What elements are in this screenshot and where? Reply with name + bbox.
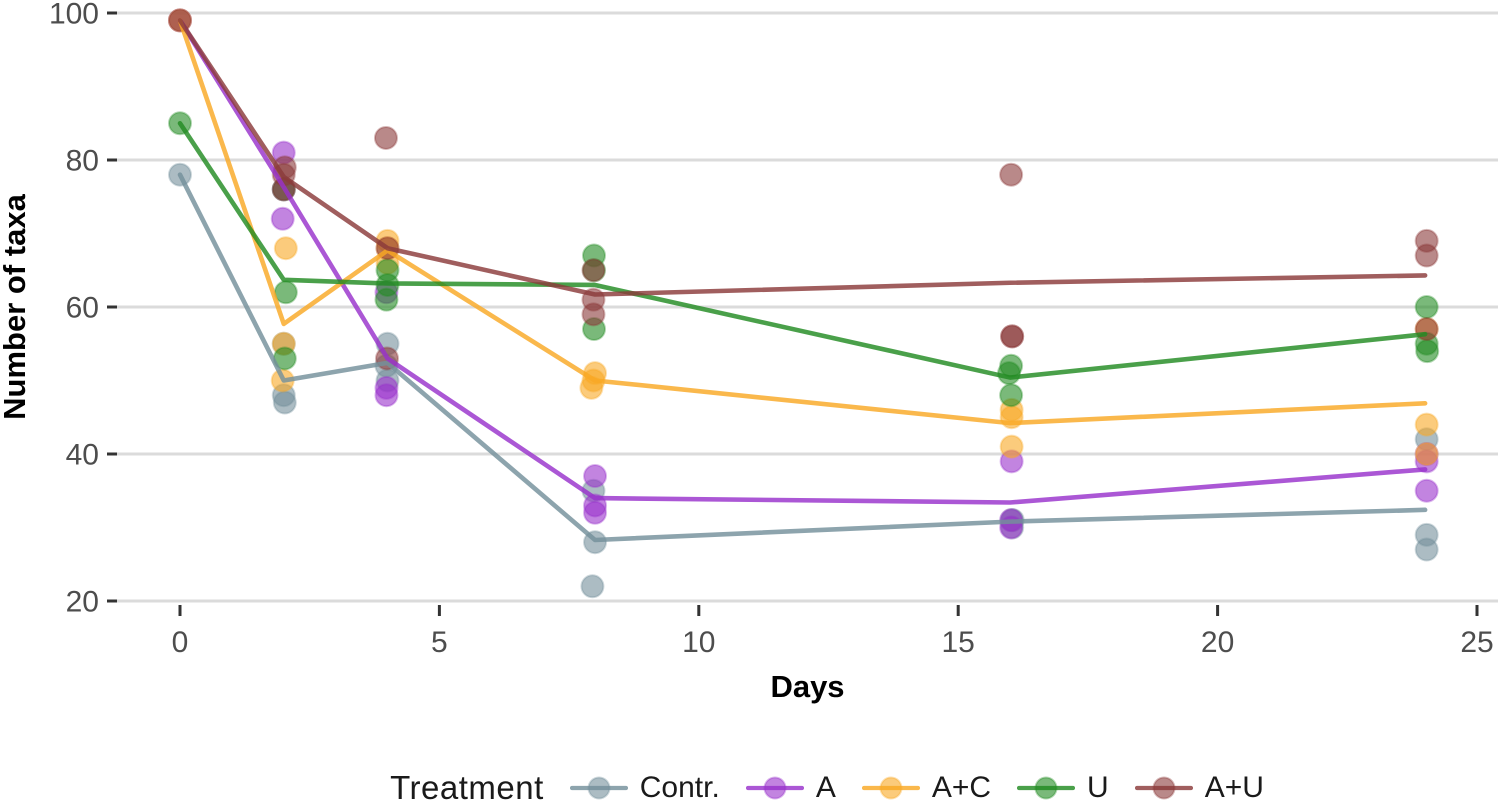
legend-key-icon <box>569 776 628 800</box>
legend-item-contr-: Contr. <box>569 771 720 805</box>
x-tick-label-25: 25 <box>1460 626 1493 659</box>
legend-label: A+C <box>931 771 992 804</box>
data-point-A+U <box>999 162 1024 187</box>
legend: Treatment Contr. A A+C U A+U <box>78 758 1498 812</box>
data-point-A+U <box>581 258 606 283</box>
legend-label: Contr. <box>639 771 720 804</box>
data-point-A <box>583 464 608 489</box>
y-tick-label-80: 80 <box>66 145 99 178</box>
series-line-A <box>177 18 1428 505</box>
series-line-Contr. <box>177 172 1428 543</box>
legend-key-icon <box>861 776 920 800</box>
series-line-A+C <box>177 18 1428 426</box>
data-point-U <box>999 383 1024 408</box>
data-point-A+U <box>373 125 398 150</box>
y-tick-label-40: 40 <box>66 439 99 472</box>
series-line-A+U <box>177 18 1428 297</box>
data-point-A <box>1414 478 1439 503</box>
data-point-A <box>374 383 399 408</box>
x-tick-label-0: 0 <box>172 626 189 659</box>
data-point-A+U <box>1414 243 1439 268</box>
data-point-U <box>1414 295 1439 319</box>
legend-item-a-u: A+U <box>1134 771 1264 805</box>
data-point-U <box>374 287 399 312</box>
legend-item-u: U <box>1017 771 1109 805</box>
series-line-U <box>177 120 1428 380</box>
data-point-Contr. <box>1414 537 1439 562</box>
data-point-A <box>270 206 295 231</box>
legend-key-icon <box>1017 776 1076 800</box>
data-point-A <box>583 500 608 525</box>
legend-key-icon <box>1134 776 1193 800</box>
y-axis-title: Number of taxa <box>0 193 32 419</box>
legend-key-icon <box>745 776 804 800</box>
data-point-A+U <box>581 302 606 327</box>
data-point-A+C <box>999 434 1024 459</box>
data-point-A+C <box>1414 412 1439 437</box>
y-tick-label-60: 60 <box>66 292 99 325</box>
data-point-Contr. <box>580 574 605 599</box>
y-tick-label-100: 100 <box>49 0 99 31</box>
data-point-A+C <box>273 236 298 261</box>
data-point-A+C <box>1414 442 1439 466</box>
x-tick-label-5: 5 <box>431 626 448 659</box>
legend-label: A+U <box>1204 771 1264 804</box>
data-point-Contr. <box>272 390 297 415</box>
legend-item-a-c: A+C <box>861 771 992 805</box>
legend-title: Treatment <box>390 769 544 806</box>
data-point-U <box>997 361 1022 386</box>
x-tick-label-20: 20 <box>1201 626 1234 659</box>
data-point-U <box>273 280 298 305</box>
data-point-A+U <box>1000 324 1025 349</box>
y-tick-label-20: 20 <box>66 586 99 619</box>
data-point-U <box>1415 339 1440 364</box>
x-tick-label-15: 15 <box>942 626 975 659</box>
legend-label: U <box>1087 771 1109 804</box>
x-axis-title: Days <box>770 669 844 704</box>
legend-label: A <box>815 771 836 804</box>
x-tick-label-10: 10 <box>682 626 715 659</box>
legend-item-a: A <box>745 771 836 805</box>
